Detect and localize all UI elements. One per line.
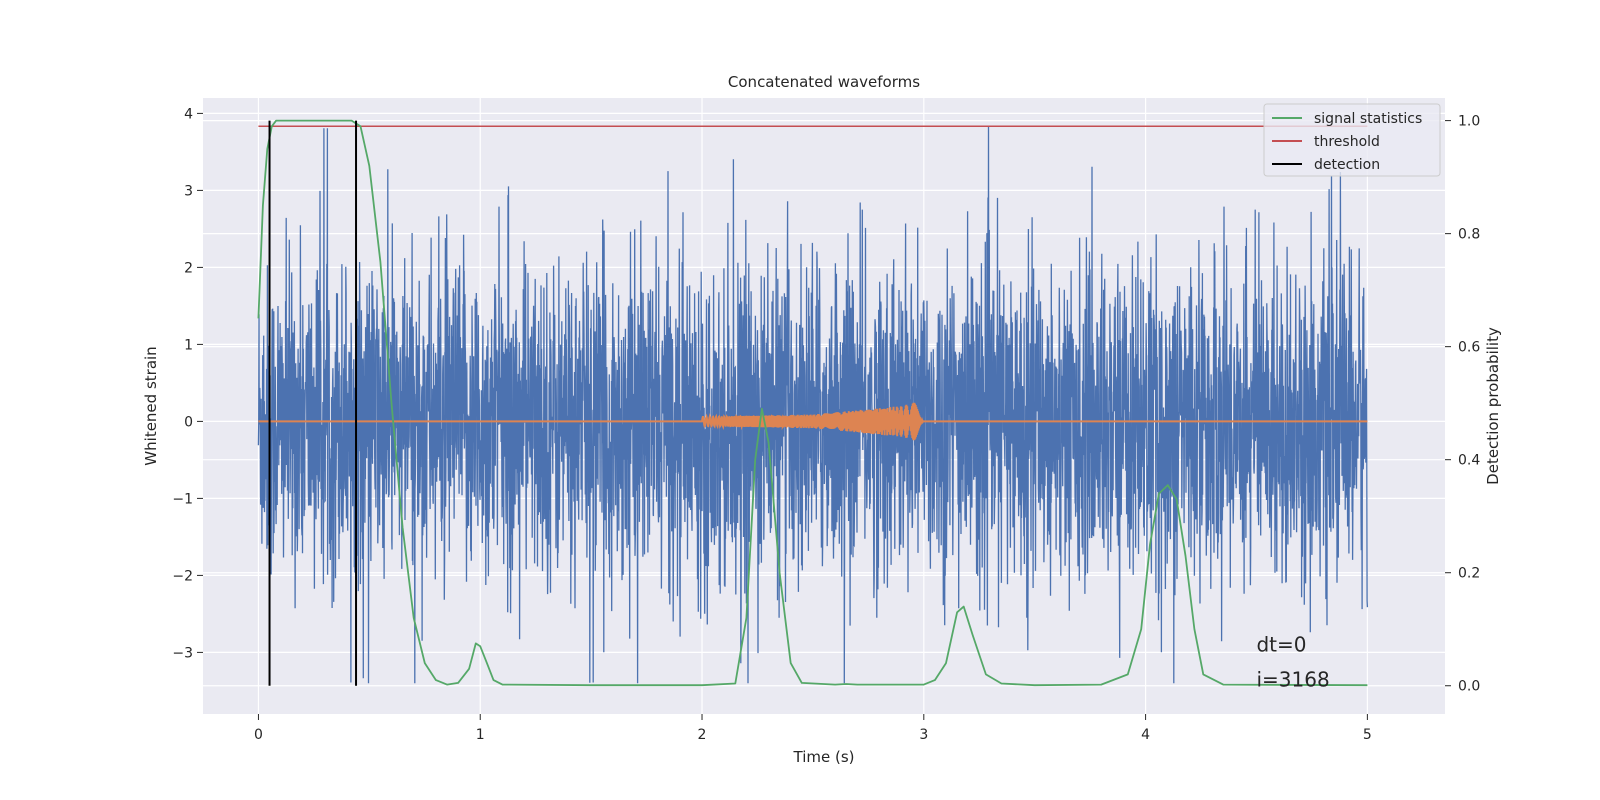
chart-title: Concatenated waveforms [728, 73, 920, 91]
y-tick-label: −3 [172, 645, 193, 661]
x-tick-label: 1 [476, 727, 485, 743]
series-line-template-waveform [258, 402, 1368, 441]
y-tick-label: 3 [184, 183, 193, 199]
tick-labels: −3 −2 −1 0 1 2 3 4 0.0 0.2 0.4 0.6 0.8 1.0 0 1 2 3 4 5 [172, 106, 1480, 743]
y-tick-label: 2 [184, 260, 193, 276]
series-layer [257, 119, 1369, 687]
y-tick-label: −2 [172, 568, 193, 584]
legend-label-detection: detection [1314, 157, 1380, 173]
legend-label-threshold: threshold [1314, 134, 1380, 150]
x-tick-label: 2 [698, 727, 707, 743]
y2-tick-label: 0.8 [1458, 227, 1480, 243]
y-axis-label: Whitened strain [142, 346, 160, 465]
y-tick-label: 0 [184, 414, 193, 430]
y2-tick-label: 0.0 [1458, 679, 1480, 695]
y-tick-label: −1 [172, 491, 193, 507]
y2-tick-label: 0.6 [1458, 340, 1480, 356]
y2-axis-label: Detection probability [1484, 327, 1502, 485]
legend: signal statistics threshold detection [1263, 103, 1441, 177]
annotation-dt: dt=0 [1256, 633, 1306, 657]
x-tick-label: 5 [1363, 727, 1372, 743]
x-tick-label: 4 [1141, 727, 1150, 743]
x-axis-label: Time (s) [793, 748, 855, 766]
y2-tick-label: 0.4 [1458, 453, 1480, 469]
annotation-index: i=3168 [1256, 668, 1329, 692]
y-tick-label: 1 [184, 337, 193, 353]
x-tick-label: 3 [919, 727, 928, 743]
signal-statistics-line [257, 119, 1368, 687]
series-line-whitened-strain [257, 126, 1369, 684]
x-tick-label: 0 [254, 727, 263, 743]
legend-box [1263, 103, 1441, 177]
y-tick-label: 4 [184, 106, 193, 122]
legend-label-signal-statistics: signal statistics [1314, 111, 1422, 127]
y2-tick-label: 1.0 [1458, 114, 1480, 130]
y2-tick-label: 0.2 [1458, 566, 1480, 582]
